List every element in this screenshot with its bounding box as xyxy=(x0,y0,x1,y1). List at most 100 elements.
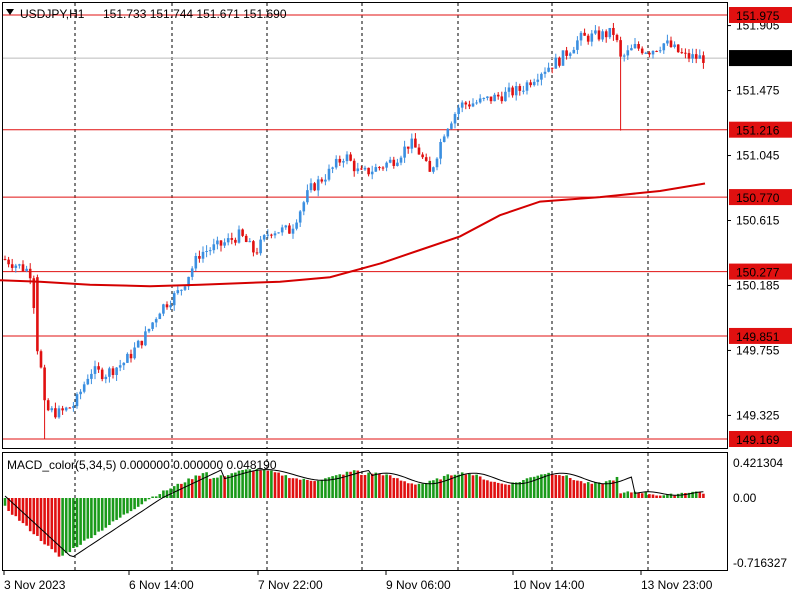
vertical-grid xyxy=(74,3,649,570)
macd-bar-down xyxy=(554,474,558,498)
candle-bull xyxy=(435,158,439,168)
macd-bar-up xyxy=(230,473,234,498)
macd-bar-up xyxy=(133,498,136,510)
main-plot-frame[interactable] xyxy=(2,2,728,449)
macd-bar-up xyxy=(514,482,518,498)
candle-bear xyxy=(111,368,115,375)
candle-bear xyxy=(32,278,36,309)
candle-bear xyxy=(165,304,169,308)
macd-bar-down xyxy=(10,498,14,515)
candle-bear xyxy=(424,157,428,161)
macd-tick-label: -0.716327 xyxy=(733,556,787,570)
macd-bar-up xyxy=(540,474,543,498)
candle-bull xyxy=(622,55,626,57)
candle-bear xyxy=(604,31,608,38)
candle-bear xyxy=(129,353,133,359)
candle-bear xyxy=(378,167,381,169)
candle-bull xyxy=(331,167,334,169)
macd-bar-up xyxy=(162,490,165,498)
macd-bar-up xyxy=(187,478,190,498)
macd-bar-down xyxy=(561,475,565,498)
macd-bar-up xyxy=(64,498,68,553)
candle-bull xyxy=(547,67,550,72)
level-tag-bg xyxy=(729,263,792,280)
candle-bull xyxy=(626,50,630,56)
macd-bar-down xyxy=(637,492,640,498)
macd-bar-down xyxy=(583,483,586,498)
current-price-tag-label: 151.690 xyxy=(736,52,780,66)
macd-bar-down xyxy=(381,475,385,498)
macd-bar-up xyxy=(334,475,338,498)
candle-bull xyxy=(507,87,511,92)
candle-bear xyxy=(565,50,568,56)
macd-bar-up xyxy=(75,498,79,548)
macd-bar-down xyxy=(46,498,50,546)
candle-bull xyxy=(522,90,525,92)
candle-bear xyxy=(270,234,273,236)
candle-bear xyxy=(640,48,644,54)
candle-bear xyxy=(687,53,691,59)
macd-bar-down xyxy=(273,472,277,498)
macd-bar-down xyxy=(619,493,622,498)
candle-bull xyxy=(64,407,68,411)
level-tag-label: 150.277 xyxy=(736,266,780,280)
macd-bar-up xyxy=(126,498,129,514)
candle-bear xyxy=(54,408,57,418)
macd-bar-down xyxy=(280,475,284,498)
macd-bar-up xyxy=(345,471,349,498)
candle-bear xyxy=(518,86,522,91)
candle-bull xyxy=(324,179,327,182)
candle-bear xyxy=(367,167,370,175)
candle-bull xyxy=(460,102,464,108)
candle-bull xyxy=(579,32,583,41)
macd-bar-up xyxy=(262,469,266,498)
macd-bar-up xyxy=(511,482,514,498)
candle-bear xyxy=(583,32,586,36)
macd-bar-down xyxy=(658,495,662,498)
candle-bull xyxy=(133,347,136,359)
candle-bear xyxy=(234,239,237,243)
macd-bar-up xyxy=(136,498,140,507)
candle-bear xyxy=(464,102,468,105)
macd-bar-down xyxy=(439,479,442,498)
candle-bear xyxy=(36,277,39,352)
candle-bear xyxy=(612,27,615,35)
macd-bar-down xyxy=(482,479,486,498)
candle-bull xyxy=(644,52,648,54)
macd-bar-up xyxy=(662,495,666,498)
macd-bar-up xyxy=(367,472,370,498)
candle-bear xyxy=(414,138,417,148)
macd-bar-down xyxy=(471,475,475,498)
macd-tick-label: 0.00 xyxy=(733,491,757,505)
candle-bull xyxy=(572,49,576,54)
time-axis: 3 Nov 2023 6 Nov 14:00 7 Nov 22:00 9 Nov 06… xyxy=(3,571,713,592)
macd-bar-up xyxy=(320,479,324,498)
triangle-down-icon[interactable] xyxy=(6,9,14,15)
macd-bar-down xyxy=(295,478,298,498)
macd-bar-up xyxy=(79,498,82,545)
macd-bar-down xyxy=(198,475,201,498)
macd-bar-up xyxy=(3,498,7,506)
price-tick-label: 150.185 xyxy=(736,278,780,292)
macd-bar-up xyxy=(615,476,619,498)
candle-bull xyxy=(151,322,154,329)
macd-bar-up xyxy=(475,474,478,498)
candle-bull xyxy=(226,238,230,243)
macd-bar-down xyxy=(349,471,352,498)
candle-bull xyxy=(277,232,280,234)
macd-bar-down xyxy=(21,498,25,524)
level-tag-label: 149.169 xyxy=(736,433,780,447)
candle-bear xyxy=(352,160,356,172)
candle-bull xyxy=(216,240,219,245)
macd-bar-up xyxy=(151,496,154,498)
symbol-label: USDJPY,H1 xyxy=(20,7,85,21)
macd-bar-up xyxy=(622,492,626,498)
candle-bear xyxy=(46,400,50,411)
candle-bear xyxy=(684,52,687,54)
macd-bar-down xyxy=(291,478,295,498)
macd-bar-down xyxy=(496,482,500,498)
macd-bar-down xyxy=(500,483,504,498)
candle-bear xyxy=(320,179,324,182)
candle-bull xyxy=(309,183,313,191)
